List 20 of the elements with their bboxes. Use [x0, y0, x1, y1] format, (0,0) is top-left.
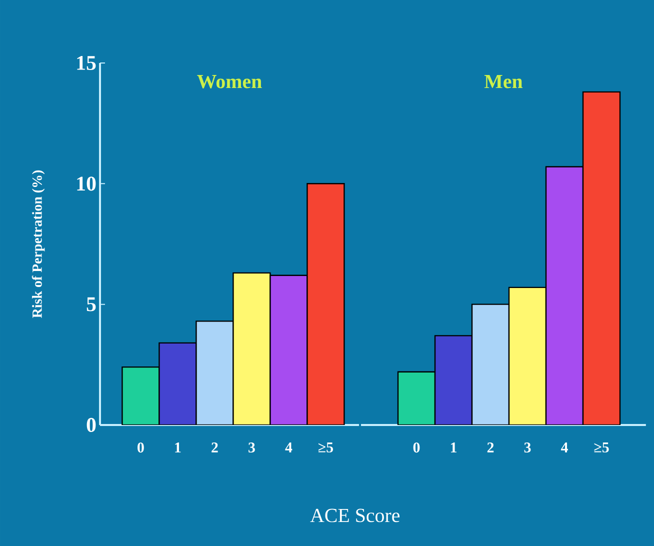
x-tick-label: ≥5: [594, 442, 609, 452]
chart-title: Men: [484, 75, 523, 88]
x-tick-label: 3: [524, 442, 531, 453]
x-tick-label: 4: [560, 442, 568, 452]
y-tick-label: 10: [77, 176, 96, 191]
y-tick-label: 0: [86, 418, 96, 432]
y-axis-title: Risk of Perpetration (%): [32, 170, 45, 318]
chart-title: Women: [197, 75, 262, 88]
x-tick-label: 4: [285, 442, 292, 452]
y-tick-label: 5: [86, 297, 96, 312]
x-tick-label: 3: [248, 442, 255, 453]
x-tick-label: ≥5: [318, 442, 333, 452]
x-tick-label: 0: [138, 442, 144, 453]
x-tick-label: 1: [175, 442, 181, 452]
x-tick-label: 2: [212, 442, 218, 452]
x-tick-label: 2: [487, 442, 494, 452]
y-tick-label: 15: [77, 56, 96, 70]
x-tick-label: 1: [450, 442, 456, 452]
x-axis-title: ACE Score: [310, 508, 400, 522]
x-tick-label: 0: [413, 442, 420, 453]
